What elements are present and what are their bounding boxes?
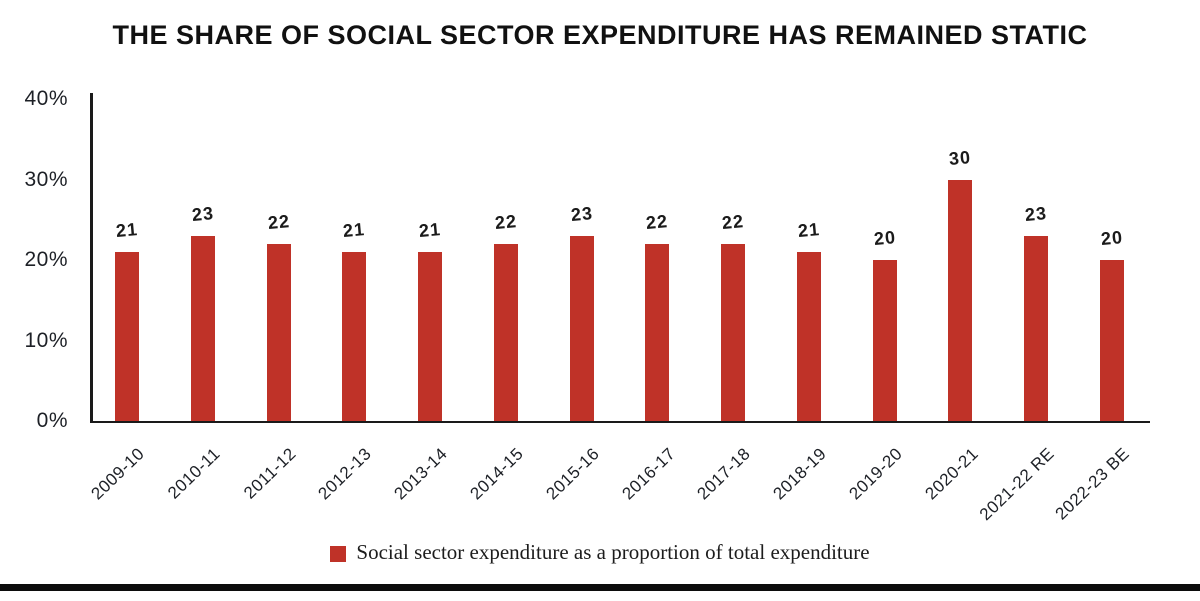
x-tick-label: 2012-13 [314, 444, 376, 504]
bar-value-label: 23 [190, 202, 215, 225]
bar [721, 243, 746, 421]
x-tick-label: 2022-23 BE [1051, 444, 1134, 524]
x-tick-label: 2016-17 [617, 444, 679, 504]
bar [796, 251, 821, 421]
bar [493, 243, 518, 421]
x-tick-label: 2014-15 [466, 444, 528, 504]
bar-value-label: 23 [569, 202, 594, 225]
chart-title: THE SHARE OF SOCIAL SECTOR EXPENDITURE H… [112, 20, 1088, 50]
bar [645, 243, 670, 421]
legend-swatch-icon [330, 545, 347, 562]
y-tick-label: 10% [24, 328, 68, 352]
bar [266, 243, 291, 421]
bar-value-label: 22 [493, 210, 518, 233]
x-tick-label: 2017-18 [693, 444, 755, 504]
legend: Social sector expenditure as a proportio… [0, 540, 1200, 565]
y-tick-label: 20% [24, 248, 68, 271]
bar [1024, 235, 1049, 421]
bottom-rule [0, 584, 1200, 591]
bar [872, 260, 897, 421]
x-tick-label: 2019-20 [845, 444, 906, 504]
x-tick-label: 2011-12 [240, 444, 300, 503]
bar [342, 251, 367, 421]
bar [190, 235, 215, 421]
x-tick-label: 2013-14 [390, 444, 452, 504]
bar-value-label: 22 [721, 210, 745, 233]
bar [1100, 260, 1124, 421]
x-tick-label: 2010-11 [164, 444, 224, 503]
bar-value-label: 22 [645, 210, 670, 233]
bar-value-label: 21 [797, 219, 821, 241]
bar-value-label: 20 [1100, 227, 1124, 249]
bar-value-label: 30 [948, 146, 973, 169]
x-axis-line [90, 420, 1150, 423]
x-tick-label: 2009-10 [87, 444, 149, 504]
bar [948, 179, 973, 421]
bar-value-label: 20 [872, 227, 897, 249]
x-tick-label: 2020-21 [921, 444, 982, 504]
bar [418, 251, 443, 421]
bar [115, 251, 139, 421]
x-tick-label: 2018-19 [769, 444, 831, 504]
bar-value-label: 21 [115, 219, 139, 241]
bar [569, 235, 594, 421]
bar-value-label: 22 [266, 210, 291, 233]
y-tick-label: 0% [36, 409, 68, 432]
bar-value-label: 23 [1024, 202, 1049, 225]
x-tick-label: 2015-16 [542, 444, 603, 504]
x-tick-label: 2021-22 RE [975, 444, 1058, 525]
bar-value-label: 21 [342, 219, 367, 241]
y-axis-line [90, 93, 93, 423]
legend-label: Social sector expenditure as a proportio… [356, 540, 870, 564]
bar-value-label: 21 [418, 219, 442, 241]
y-tick-label: 30% [24, 167, 68, 191]
y-tick-label: 40% [24, 87, 68, 110]
